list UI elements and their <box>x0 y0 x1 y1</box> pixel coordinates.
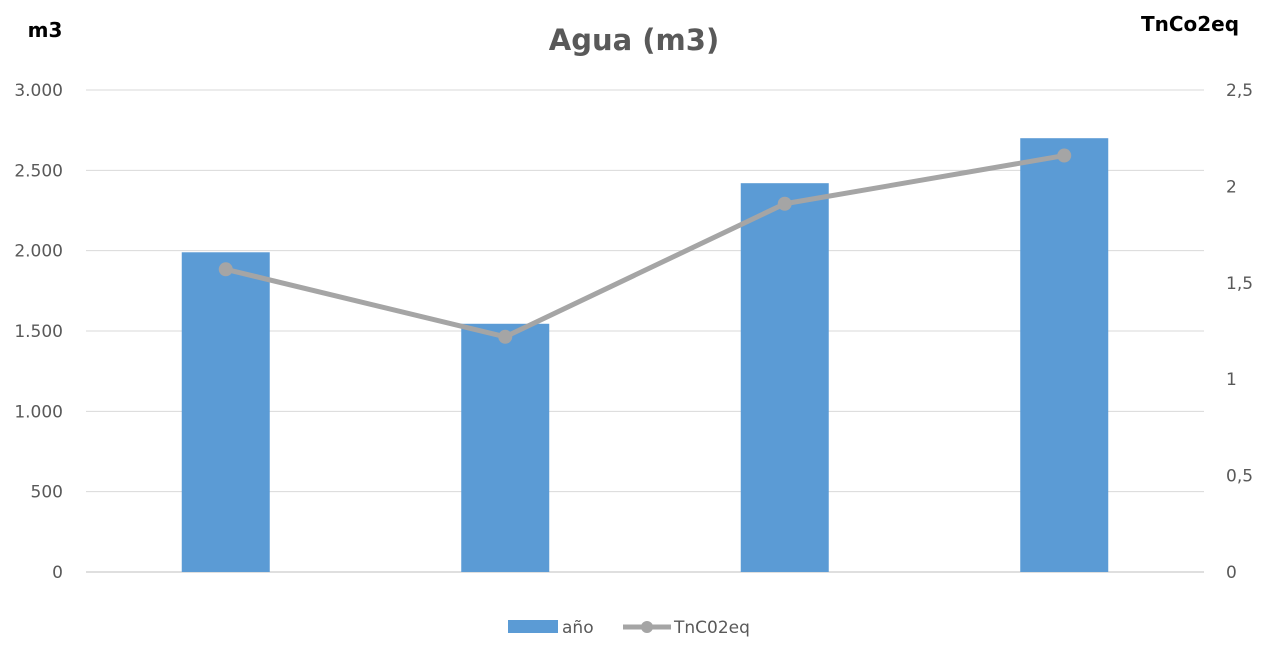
left-axis-tick-label: 1.500 <box>14 322 63 342</box>
left-axis-ticks: 0 500 1.000 1.500 2.000 2.500 3.000 <box>14 81 63 583</box>
chart-title: Agua (m3) <box>549 23 719 57</box>
bar <box>461 323 550 572</box>
right-axis-tick-label: 0 <box>1226 563 1237 583</box>
line-point <box>1057 148 1072 163</box>
legend-label-line: TnC02eq <box>673 618 750 638</box>
right-axis-tick-label: 1 <box>1226 370 1237 390</box>
bar <box>740 183 829 573</box>
legend-label-bars: año <box>562 618 594 638</box>
line-point <box>777 196 792 211</box>
line-point <box>498 329 513 344</box>
line-series <box>218 148 1072 344</box>
right-axis-tick-label: 1,5 <box>1226 274 1253 294</box>
right-axis-tick-label: 0,5 <box>1226 467 1253 487</box>
legend: año TnC02eq <box>508 618 750 638</box>
line-point <box>218 262 233 277</box>
right-axis-ticks: 0 0,5 1 1,5 2 2,5 <box>1226 81 1253 583</box>
right-axis-tick-label: 2,5 <box>1226 81 1253 101</box>
left-axis-tick-label: 1.000 <box>14 402 63 422</box>
left-axis-unit-label: m3 <box>28 18 63 42</box>
gridlines <box>86 89 1204 573</box>
bar <box>1020 138 1109 572</box>
bar-series <box>181 138 1109 573</box>
left-axis-tick-label: 2.500 <box>14 161 63 181</box>
left-axis-tick-label: 0 <box>52 563 63 583</box>
bar <box>181 252 270 573</box>
left-axis-tick-label: 3.000 <box>14 81 63 101</box>
series-line <box>223 153 1067 340</box>
left-axis-tick-label: 2.000 <box>14 242 63 262</box>
legend-marker-line <box>641 621 653 633</box>
right-axis-unit-label: TnCo2eq <box>1141 12 1239 36</box>
legend-swatch-bars <box>508 620 558 633</box>
left-axis-tick-label: 500 <box>31 483 63 503</box>
right-axis-tick-label: 2 <box>1226 177 1237 197</box>
